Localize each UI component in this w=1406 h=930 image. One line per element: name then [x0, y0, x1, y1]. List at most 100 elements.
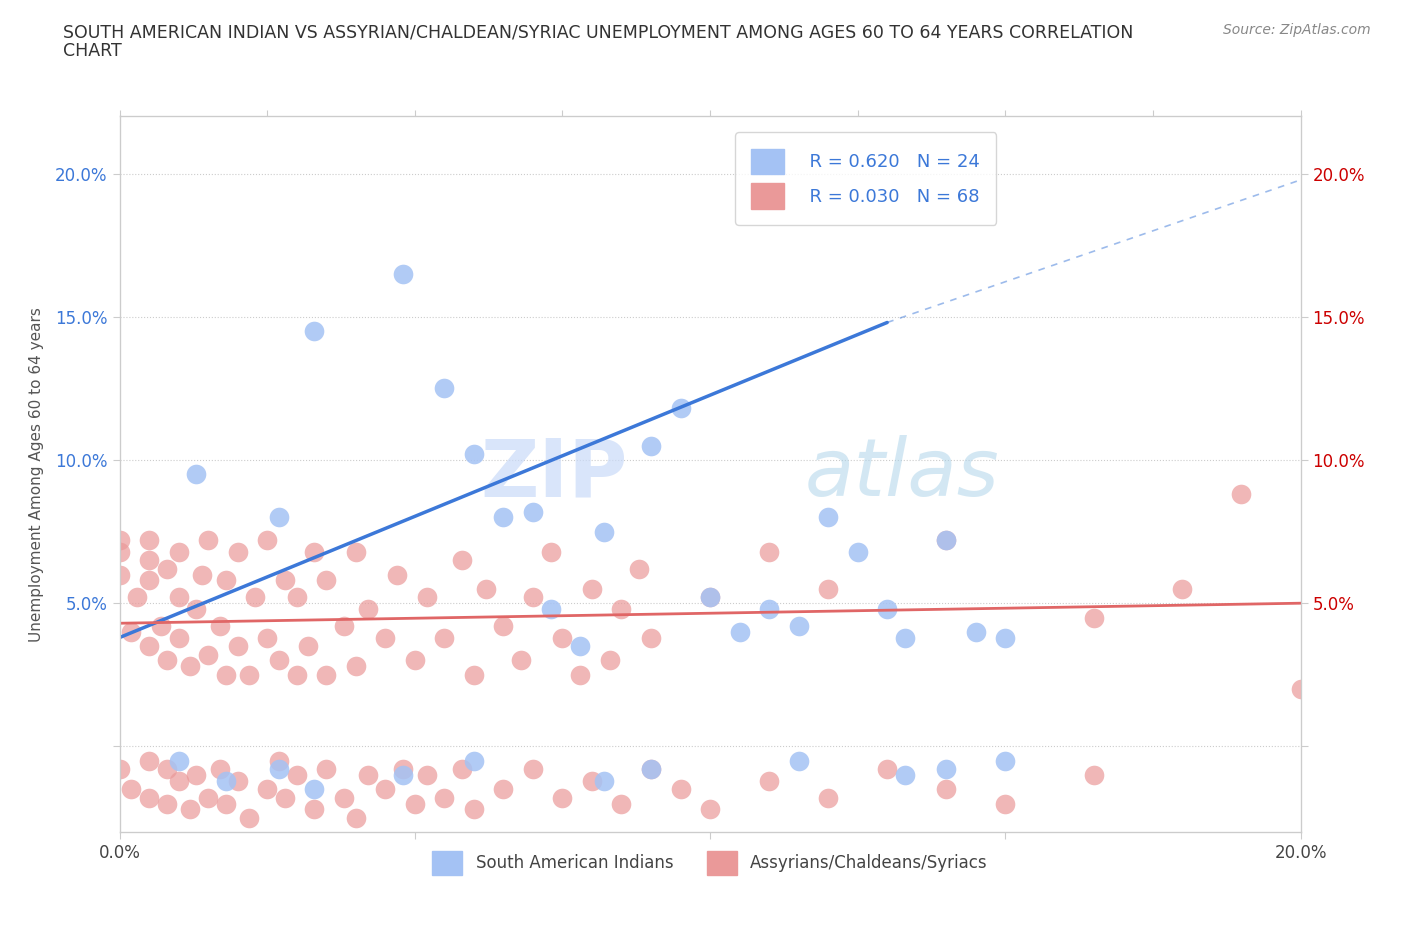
Point	[167, 774, 190, 789]
Point	[610, 602, 633, 617]
Point	[186, 602, 208, 617]
Point	[108, 533, 131, 548]
Point	[267, 753, 290, 768]
Point	[108, 544, 131, 559]
Point	[226, 774, 249, 789]
Point	[433, 381, 456, 396]
Point	[297, 639, 319, 654]
Point	[492, 618, 515, 633]
Point	[156, 796, 179, 811]
Point	[256, 533, 278, 548]
Point	[758, 602, 780, 617]
Point	[404, 796, 426, 811]
Point	[138, 533, 160, 548]
Point	[385, 567, 408, 582]
Point	[592, 774, 614, 789]
Point	[1083, 767, 1105, 782]
Point	[846, 544, 869, 559]
Point	[138, 753, 160, 768]
Point	[267, 762, 290, 777]
Point	[179, 658, 201, 673]
Point	[492, 782, 515, 797]
Point	[540, 602, 562, 617]
Point	[451, 552, 474, 567]
Point	[226, 544, 249, 559]
Point	[226, 639, 249, 654]
Point	[415, 767, 437, 782]
Point	[197, 533, 219, 548]
Point	[392, 767, 415, 782]
Point	[522, 762, 544, 777]
Point	[599, 653, 621, 668]
Point	[356, 767, 378, 782]
Point	[669, 401, 692, 416]
Text: CHART: CHART	[63, 42, 122, 60]
Point	[474, 581, 496, 596]
Text: ZIP: ZIP	[479, 435, 627, 513]
Point	[208, 618, 231, 633]
Point	[238, 811, 260, 826]
Point	[392, 762, 415, 777]
Point	[149, 618, 172, 633]
Point	[451, 762, 474, 777]
Point	[304, 544, 326, 559]
Point	[197, 647, 219, 662]
Point	[167, 544, 190, 559]
Point	[817, 581, 839, 596]
Point	[138, 790, 160, 805]
Point	[304, 802, 326, 817]
Point	[640, 438, 662, 453]
Point	[699, 802, 721, 817]
Point	[127, 590, 149, 604]
Point	[817, 790, 839, 805]
Point	[817, 510, 839, 525]
Point	[215, 774, 238, 789]
Legend: South American Indians, Assyrians/Chaldeans/Syriacs: South American Indians, Assyrians/Chalde…	[426, 844, 994, 882]
Point	[285, 767, 308, 782]
Point	[876, 602, 898, 617]
Point	[108, 762, 131, 777]
Point	[522, 590, 544, 604]
Point	[344, 811, 367, 826]
Point	[581, 774, 603, 789]
Point	[315, 668, 337, 683]
Point	[315, 573, 337, 588]
Point	[404, 653, 426, 668]
Point	[167, 631, 190, 645]
Point	[415, 590, 437, 604]
Point	[935, 533, 957, 548]
Point	[392, 266, 415, 281]
Point	[215, 796, 238, 811]
Text: atlas: atlas	[804, 435, 1000, 513]
Text: SOUTH AMERICAN INDIAN VS ASSYRIAN/CHALDEAN/SYRIAC UNEMPLOYMENT AMONG AGES 60 TO : SOUTH AMERICAN INDIAN VS ASSYRIAN/CHALDE…	[63, 23, 1133, 41]
Point	[138, 639, 160, 654]
Point	[433, 631, 456, 645]
Point	[787, 618, 810, 633]
Point	[191, 567, 214, 582]
Point	[374, 631, 396, 645]
Point	[522, 504, 544, 519]
Point	[315, 762, 337, 777]
Point	[1230, 487, 1253, 502]
Point	[120, 624, 142, 639]
Point	[374, 782, 396, 797]
Point	[994, 796, 1017, 811]
Point	[215, 668, 238, 683]
Point	[186, 767, 208, 782]
Point	[728, 624, 751, 639]
Point	[433, 790, 456, 805]
Point	[569, 668, 592, 683]
Point	[156, 562, 179, 577]
Point	[935, 533, 957, 548]
Point	[787, 753, 810, 768]
Point	[994, 631, 1017, 645]
Point	[156, 762, 179, 777]
Point	[894, 767, 917, 782]
Point	[333, 790, 356, 805]
Point	[935, 762, 957, 777]
Point	[208, 762, 231, 777]
Point	[138, 573, 160, 588]
Point	[267, 510, 290, 525]
Point	[540, 544, 562, 559]
Point	[167, 590, 190, 604]
